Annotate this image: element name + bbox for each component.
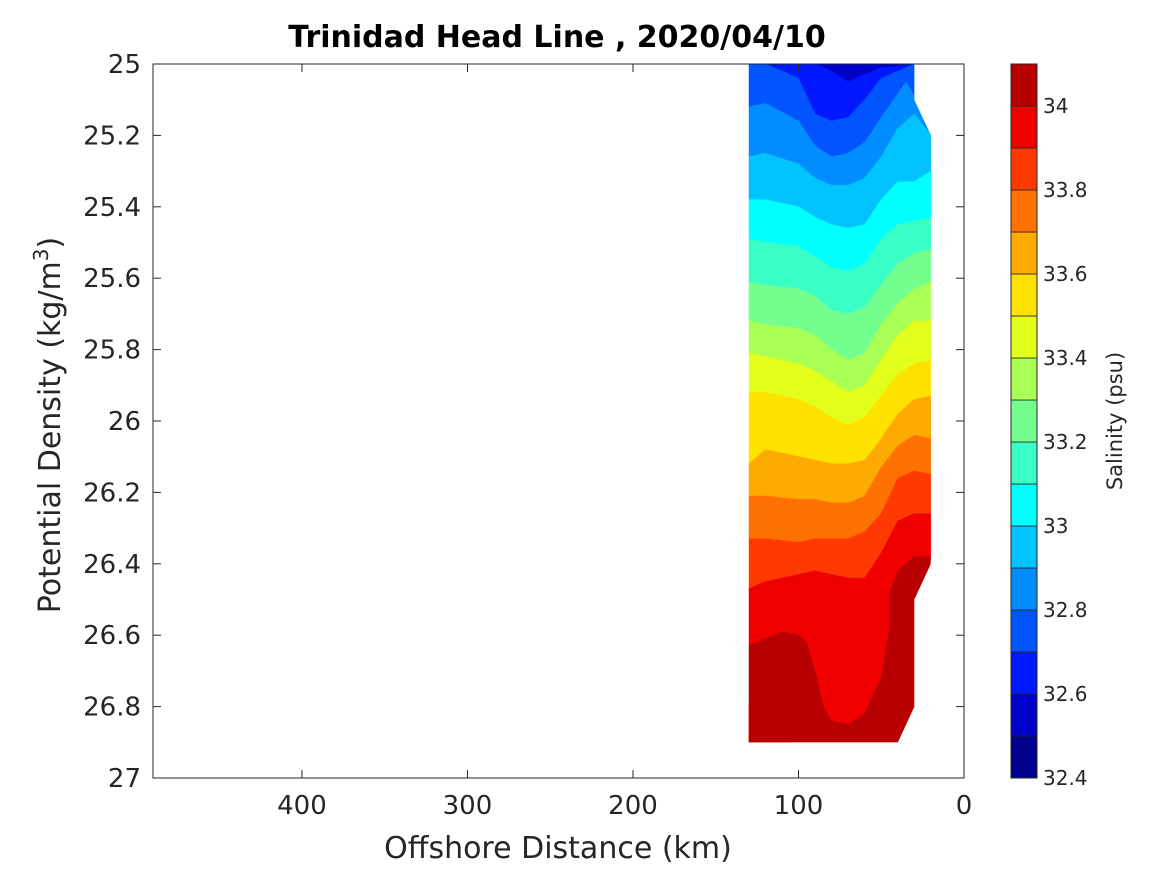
- x-tick-label: 0: [956, 791, 973, 821]
- x-axis-ticks: 400 300 200 100 0: [277, 64, 972, 821]
- y-tick-label: 25.6: [83, 264, 141, 294]
- colorbar-tick-label: 32.8: [1043, 598, 1088, 622]
- colorbar-tick-label: 32.4: [1043, 766, 1088, 790]
- colorbar-tick-label: 33.4: [1043, 346, 1088, 370]
- colorbar-tick-label: 33.6: [1043, 262, 1088, 286]
- y-axis-ticks: 25 25.2 25.4 25.6 25.8 26 26.2 26.4 26.6 26.8 27: [83, 50, 964, 794]
- y-tick-label: 25.4: [83, 193, 141, 223]
- colorbar-ticks: 32.4 32.6 32.8 33 33.2 33.4 33.6 33.8 34: [1043, 94, 1088, 790]
- colorbar-tick-label: 32.6: [1043, 682, 1088, 706]
- colorbar-swatch: [1010, 315, 1038, 359]
- colorbar-frame: [1010, 63, 1038, 779]
- colorbar-swatch: [1010, 399, 1038, 443]
- colorbar-swatch: [1010, 273, 1038, 317]
- colorbar-swatch: [1010, 609, 1038, 653]
- y-tick-label: 25: [108, 50, 141, 80]
- contour-band-16: [748, 556, 931, 743]
- colorbar-swatch: [1010, 441, 1038, 485]
- contour-fill: [748, 64, 931, 743]
- x-tick-label: 100: [774, 791, 824, 821]
- x-tick-label: 300: [443, 791, 493, 821]
- colorbar-swatch: [1010, 189, 1038, 233]
- x-tick-label: 200: [608, 791, 658, 821]
- y-tick-label: 26.2: [83, 478, 141, 508]
- colorbar-label: Salinity (psu): [1103, 352, 1127, 490]
- colorbar-swatch: [1010, 63, 1038, 107]
- colorbar-swatch: [1010, 105, 1038, 149]
- y-tick-label: 26: [108, 407, 141, 437]
- y-tick-label: 25.2: [83, 121, 141, 151]
- contour-band-17: [748, 702, 791, 743]
- colorbar-swatch: [1010, 567, 1038, 611]
- chart-title: Trinidad Head Line , 2020/04/10: [288, 20, 825, 55]
- colorbar-swatch: [1010, 357, 1038, 401]
- y-axis-label-superscript: 3: [29, 248, 53, 261]
- colorbar-swatch: [1010, 525, 1038, 569]
- colorbar: 32.4 32.6 32.8 33 33.2 33.4 33.6 33.8 34 Salinit…: [1010, 63, 1127, 790]
- y-tick-label: 26.4: [83, 550, 141, 580]
- plot-area: 400 300 200 100 0 25 25.2 25.4 25.6 25.8 26 26.2 26…: [83, 50, 972, 821]
- colorbar-tick-label: 33.2: [1043, 430, 1088, 454]
- y-axis-label-close: ): [33, 237, 68, 249]
- colorbar-swatch: [1010, 651, 1038, 695]
- x-axis-label: Offshore Distance (km): [384, 831, 732, 866]
- colorbar-tick-label: 33: [1043, 514, 1068, 538]
- y-tick-label: 26.8: [83, 693, 141, 723]
- y-axis-label-main: Potential Density (kg/m: [33, 261, 68, 613]
- y-tick-label: 27: [108, 764, 141, 794]
- colorbar-swatch: [1010, 735, 1038, 779]
- colorbar-swatch: [1010, 147, 1038, 191]
- y-tick-label: 26.6: [83, 621, 141, 651]
- colorbar-tick-label: 34: [1043, 94, 1068, 118]
- colorbar-tick-label: 33.8: [1043, 178, 1088, 202]
- y-axis-label: Potential Density (kg/m3): [29, 237, 68, 613]
- colorbar-swatch: [1010, 693, 1038, 737]
- colorbar-swatches: [1010, 63, 1038, 779]
- colorbar-swatch: [1010, 483, 1038, 527]
- colorbar-swatch: [1010, 231, 1038, 275]
- x-tick-label: 400: [277, 791, 327, 821]
- y-tick-label: 25.8: [83, 336, 141, 366]
